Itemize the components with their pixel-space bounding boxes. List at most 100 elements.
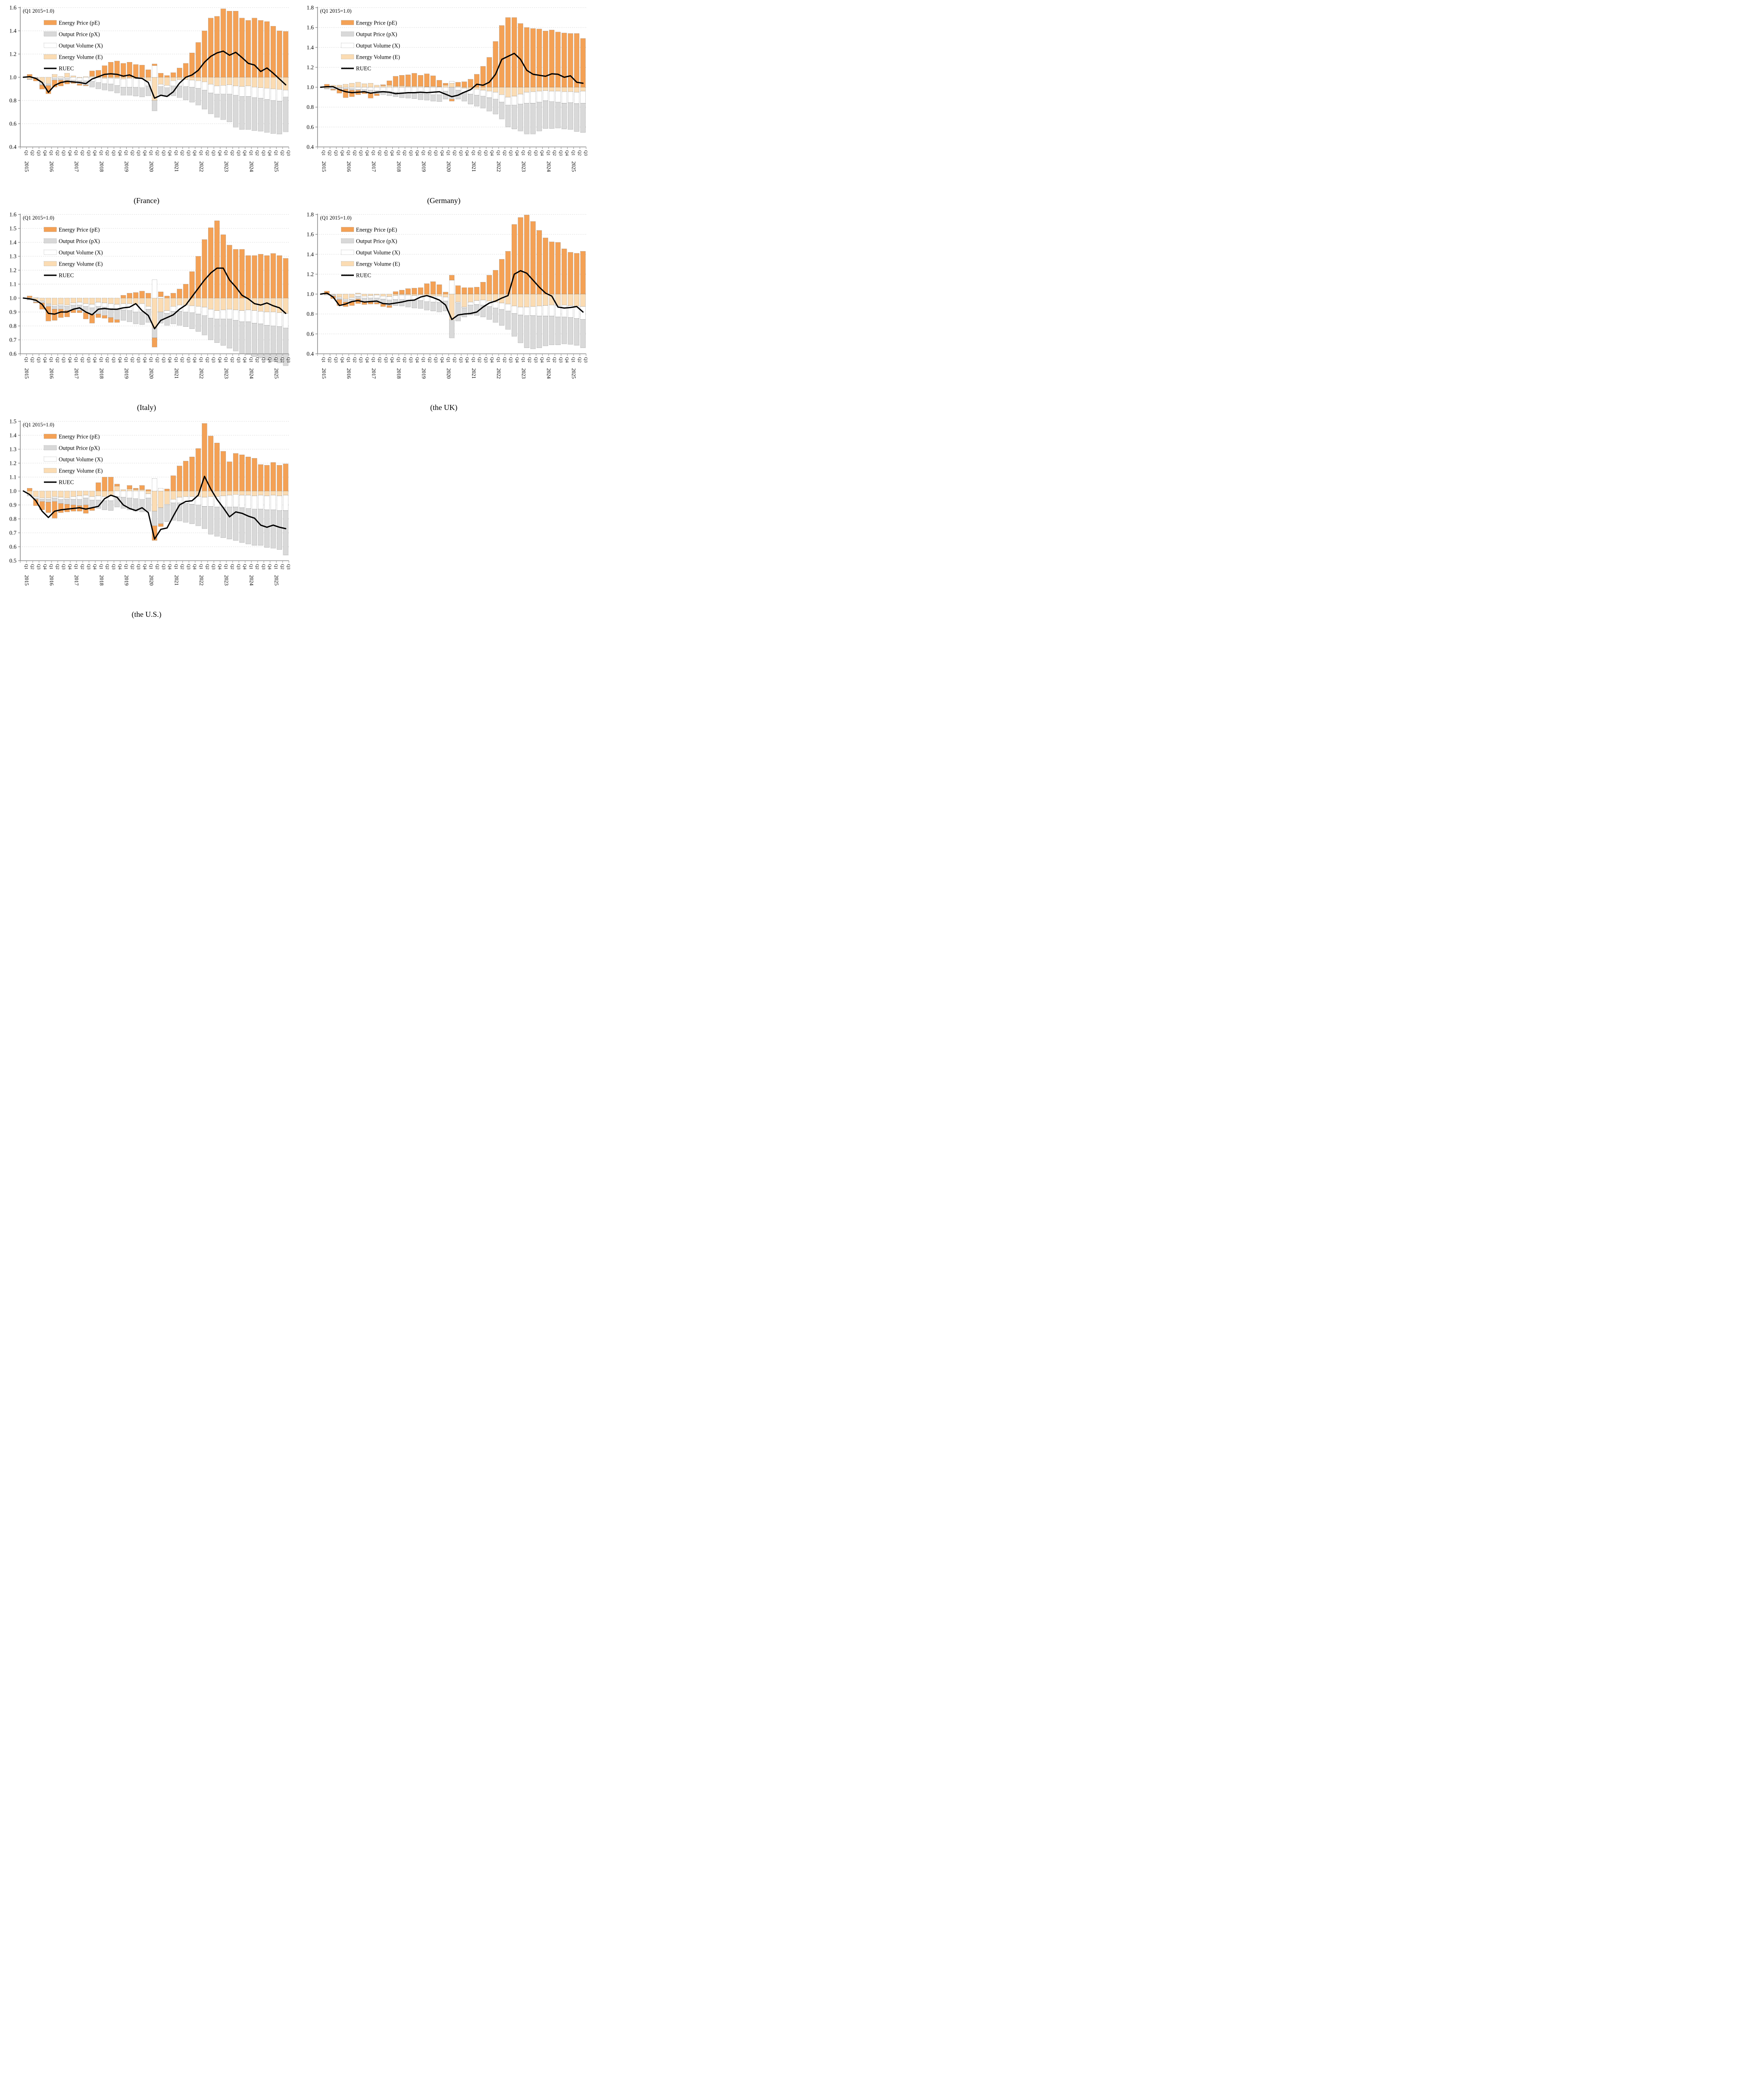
bar-segment-pE (183, 63, 189, 78)
y-tick-label: 1.6 (9, 5, 16, 11)
bar-segment-X (58, 304, 64, 306)
x-quarter-label: Q2 (30, 357, 35, 363)
x-quarter-label: Q3 (136, 564, 141, 570)
bar-segment-pX (380, 91, 386, 95)
bar-segment-pE (58, 309, 64, 318)
x-quarter-label: Q4 (167, 357, 172, 363)
bar-segment-pE (443, 292, 448, 294)
bar-segment-E (214, 491, 220, 497)
x-quarter-label: Q3 (286, 357, 291, 363)
x-quarter-label: Q1 (149, 150, 153, 156)
bar-segment-pE (227, 245, 232, 298)
bar-segment-X (145, 306, 151, 309)
x-quarter-label: Q2 (402, 357, 407, 363)
x-quarter-label: Q4 (489, 357, 494, 363)
bar-segment-pX (152, 100, 158, 111)
x-quarter-label: Q3 (186, 564, 191, 570)
x-year-label: 2019 (421, 368, 427, 379)
x-year-label: 2020 (446, 368, 452, 379)
bar-segment-E (543, 87, 549, 91)
x-quarter-label: Q2 (130, 564, 134, 570)
bar-segment-pE (239, 18, 245, 78)
bar-segment-pE (361, 301, 367, 305)
bar-segment-pX (46, 84, 51, 86)
bar-segment-pX (349, 88, 355, 90)
x-quarter-label: Q1 (321, 357, 326, 363)
bar-segment-pE (183, 461, 189, 491)
legend-label-E: Energy Volume (E) (356, 54, 400, 60)
bar-segment-pE (39, 303, 45, 309)
bar-segment-X (405, 295, 411, 301)
bar-segment-E (52, 298, 57, 305)
bar-segment-pE (227, 11, 232, 78)
bar-segment-pX (580, 103, 586, 133)
bar-segment-E (64, 298, 70, 305)
bar-segment-E (158, 77, 164, 84)
bar-segment-X (183, 496, 189, 504)
x-quarter-label: Q1 (198, 564, 203, 570)
bar-segment-pX (27, 79, 33, 80)
bar-segment-pX (89, 81, 95, 87)
bar-segment-pX (536, 102, 542, 131)
bar-segment-pX (46, 304, 51, 307)
x-quarter-label: Q1 (274, 357, 278, 363)
bar-segment-pX (511, 313, 517, 337)
x-quarter-label: Q2 (55, 357, 60, 363)
bar-segment-pE (530, 28, 536, 87)
x-quarter-label: Q4 (67, 357, 72, 363)
ruec-line (22, 50, 287, 99)
x-quarter-label: Q3 (483, 150, 488, 156)
bar-segment-pE (227, 461, 232, 491)
bar-segment-pX (214, 507, 220, 537)
bar-segment-pE (277, 465, 282, 491)
bar-segment-X (239, 310, 245, 322)
bar-segment-pE (349, 90, 355, 97)
bar-segment-pX (202, 90, 207, 109)
bar-segment-X (171, 80, 176, 86)
bar-segment-X (361, 87, 367, 90)
bar-segment-X (405, 87, 411, 94)
x-quarter-label: Q1 (174, 150, 178, 156)
bar-segment-pE (499, 25, 505, 87)
bar-segment-X (52, 496, 57, 498)
bar-segment-pX (270, 510, 276, 548)
bar-segment-X (71, 496, 76, 500)
bar-segment-X (77, 496, 82, 500)
bar-segment-pX (405, 93, 411, 98)
bar-segment-pE (196, 256, 201, 298)
bar-segment-pE (374, 93, 380, 96)
bar-segment-pX (418, 93, 424, 100)
bar-segment-E (164, 491, 170, 505)
x-quarter-label: Q3 (61, 564, 66, 570)
bar-segment-pE (139, 291, 145, 298)
bar-segment-pE (270, 462, 276, 491)
bar-segment-E (252, 298, 257, 311)
bar-segment-E (145, 77, 151, 81)
x-quarter-label: Q2 (130, 357, 134, 363)
bar-segment-pX (64, 499, 70, 505)
y-tick-label: 1.3 (9, 446, 16, 453)
bar-segment-E (164, 298, 170, 311)
chart-cell-germany: 0.4 0.6 0.8 1.0 1.2 1.4 1.6 1.8 Q1 2015 Q2 Q3 Q4 Q1 20… (298, 3, 589, 208)
bar-segment-E (33, 491, 39, 497)
bar-segment-pX (518, 104, 523, 131)
bar-segment-pX (39, 301, 45, 303)
bar-segment-pE (220, 8, 226, 78)
x-quarter-label: Q4 (565, 150, 569, 156)
bar-segment-E (164, 77, 170, 86)
legend-label-X: Output Volume (X) (356, 43, 400, 49)
bar-segment-pE (437, 284, 442, 294)
bar-segment-pE (555, 32, 561, 87)
x-quarter-label: Q3 (483, 357, 488, 363)
ruec-line (320, 270, 584, 320)
legend-label-E: Energy Volume (E) (59, 468, 103, 474)
x-year-label: 2018 (98, 368, 104, 379)
bar-segment-pE (524, 27, 530, 87)
bar-segment-pX (139, 499, 145, 512)
x-quarter-label: Q2 (180, 150, 185, 156)
bar-segment-pX (239, 321, 245, 354)
y-tick-label: 0.4 (307, 351, 314, 357)
bar-segment-pX (462, 92, 467, 101)
bar-segment-X (52, 77, 57, 79)
bar-segment-X (536, 306, 542, 316)
